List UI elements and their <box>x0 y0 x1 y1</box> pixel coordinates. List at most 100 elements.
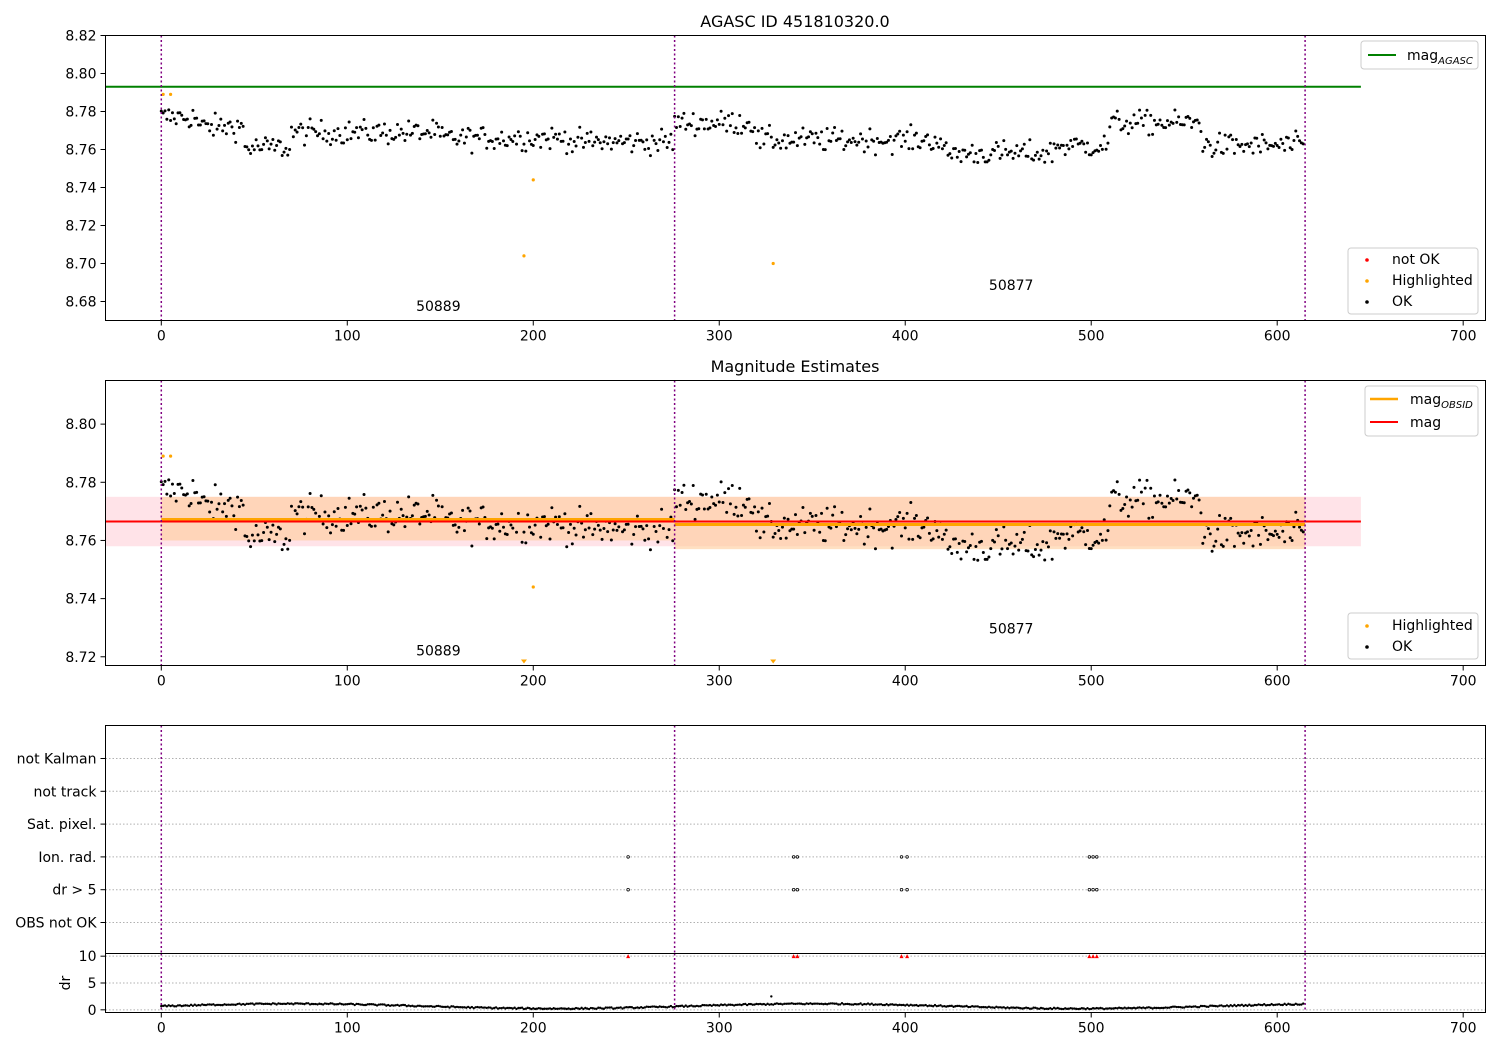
ok-point <box>483 133 487 137</box>
ok-point <box>615 528 619 532</box>
x-tick-label: 700 <box>1450 1021 1477 1037</box>
dr-point <box>1011 1006 1015 1009</box>
dr-point <box>299 1002 302 1005</box>
ok-point <box>937 145 941 149</box>
ok-point <box>1126 132 1130 136</box>
dr-point <box>1004 1007 1007 1010</box>
flag-point <box>791 855 796 859</box>
ok-point <box>609 147 613 151</box>
ok-point <box>1106 529 1110 533</box>
ok-point <box>1240 531 1244 535</box>
dr-point <box>766 1002 769 1006</box>
ok-point <box>661 527 665 531</box>
ok-point <box>169 118 173 122</box>
ok-point <box>587 139 591 143</box>
legend-highlighted: Highlighted <box>1392 273 1473 289</box>
ok-point <box>1045 149 1049 153</box>
dr-point <box>989 1006 992 1009</box>
dr-point <box>600 1007 604 1010</box>
dr-point <box>336 1003 340 1006</box>
dr-point <box>1032 1006 1035 1009</box>
dr-point <box>617 1006 621 1010</box>
ok-point <box>1147 133 1151 137</box>
ok-point <box>922 525 926 529</box>
flag-point <box>795 888 800 892</box>
dr-point <box>632 1007 635 1010</box>
ok-point <box>1203 535 1207 539</box>
ok-point <box>1041 148 1045 152</box>
dr-point <box>863 1002 866 1006</box>
ok-point <box>807 135 811 139</box>
ok-point <box>723 491 727 495</box>
ok-point <box>598 141 602 145</box>
ok-point <box>254 523 258 527</box>
ok-point <box>900 145 904 149</box>
dr-point <box>667 1005 671 1009</box>
ok-point <box>1061 143 1065 147</box>
ok-point <box>288 538 292 542</box>
dr-point <box>1151 1007 1154 1010</box>
ok-point <box>641 140 645 144</box>
dr-point <box>1266 1003 1270 1007</box>
dr-point <box>904 1004 907 1007</box>
ok-point <box>330 137 334 141</box>
ok-point <box>401 131 405 135</box>
dr-point <box>329 1002 332 1005</box>
ok-point <box>1292 525 1296 529</box>
ok-point <box>349 137 353 141</box>
dr-point <box>543 1007 546 1010</box>
ok-point <box>611 528 615 532</box>
dr-point <box>844 1002 847 1006</box>
dr-point <box>1249 1004 1253 1007</box>
ok-point <box>498 141 502 145</box>
ok-point <box>922 139 926 143</box>
dr-point <box>898 1003 901 1007</box>
x-tick-label: 400 <box>892 674 919 690</box>
ok-point <box>159 109 163 113</box>
ok-point <box>1290 539 1294 543</box>
ok-point <box>1238 144 1242 148</box>
dr-point <box>1002 1006 1006 1009</box>
ok-point <box>1132 485 1136 489</box>
ok-point <box>853 140 857 144</box>
ok-point <box>505 532 509 536</box>
dr-point <box>574 1006 578 1010</box>
x-tick-label: 600 <box>1264 329 1291 345</box>
ok-point <box>554 132 558 136</box>
dr-point <box>435 1004 438 1008</box>
ok-point <box>1141 502 1145 506</box>
dr-point <box>809 1002 812 1005</box>
ok-point <box>1203 145 1207 149</box>
dr-clipped-marker <box>626 954 631 959</box>
ok-point <box>1288 536 1292 540</box>
dr-point <box>701 1003 704 1007</box>
dr-point <box>1099 1006 1102 1010</box>
dr-point <box>251 1002 254 1005</box>
ok-point <box>1123 503 1127 507</box>
ok-point <box>236 119 240 123</box>
ok-point <box>842 538 846 542</box>
ok-point <box>269 142 273 146</box>
ok-point <box>682 111 686 115</box>
ok-point <box>1139 490 1143 494</box>
dr-point <box>991 1006 994 1009</box>
dr-point <box>1296 1003 1299 1006</box>
ok-point <box>1104 538 1108 542</box>
dr-point <box>498 1006 501 1010</box>
ok-point <box>423 132 427 136</box>
ok-point <box>405 132 409 136</box>
dr-point <box>431 1005 435 1008</box>
legend-mag-agasc: magAGASC <box>1407 48 1473 67</box>
ok-point <box>440 126 444 130</box>
ok-point <box>301 126 305 130</box>
dr-point <box>316 1003 319 1006</box>
dr-point <box>1285 1003 1288 1007</box>
dr-point <box>230 1003 234 1006</box>
ok-point <box>1255 136 1259 140</box>
ok-point <box>1199 511 1203 515</box>
dr-point <box>206 1003 209 1006</box>
y-tick-label: 8.76 <box>65 143 96 159</box>
dr-point <box>401 1003 405 1007</box>
ok-point <box>663 134 667 138</box>
legend-mag: mag <box>1410 415 1441 431</box>
